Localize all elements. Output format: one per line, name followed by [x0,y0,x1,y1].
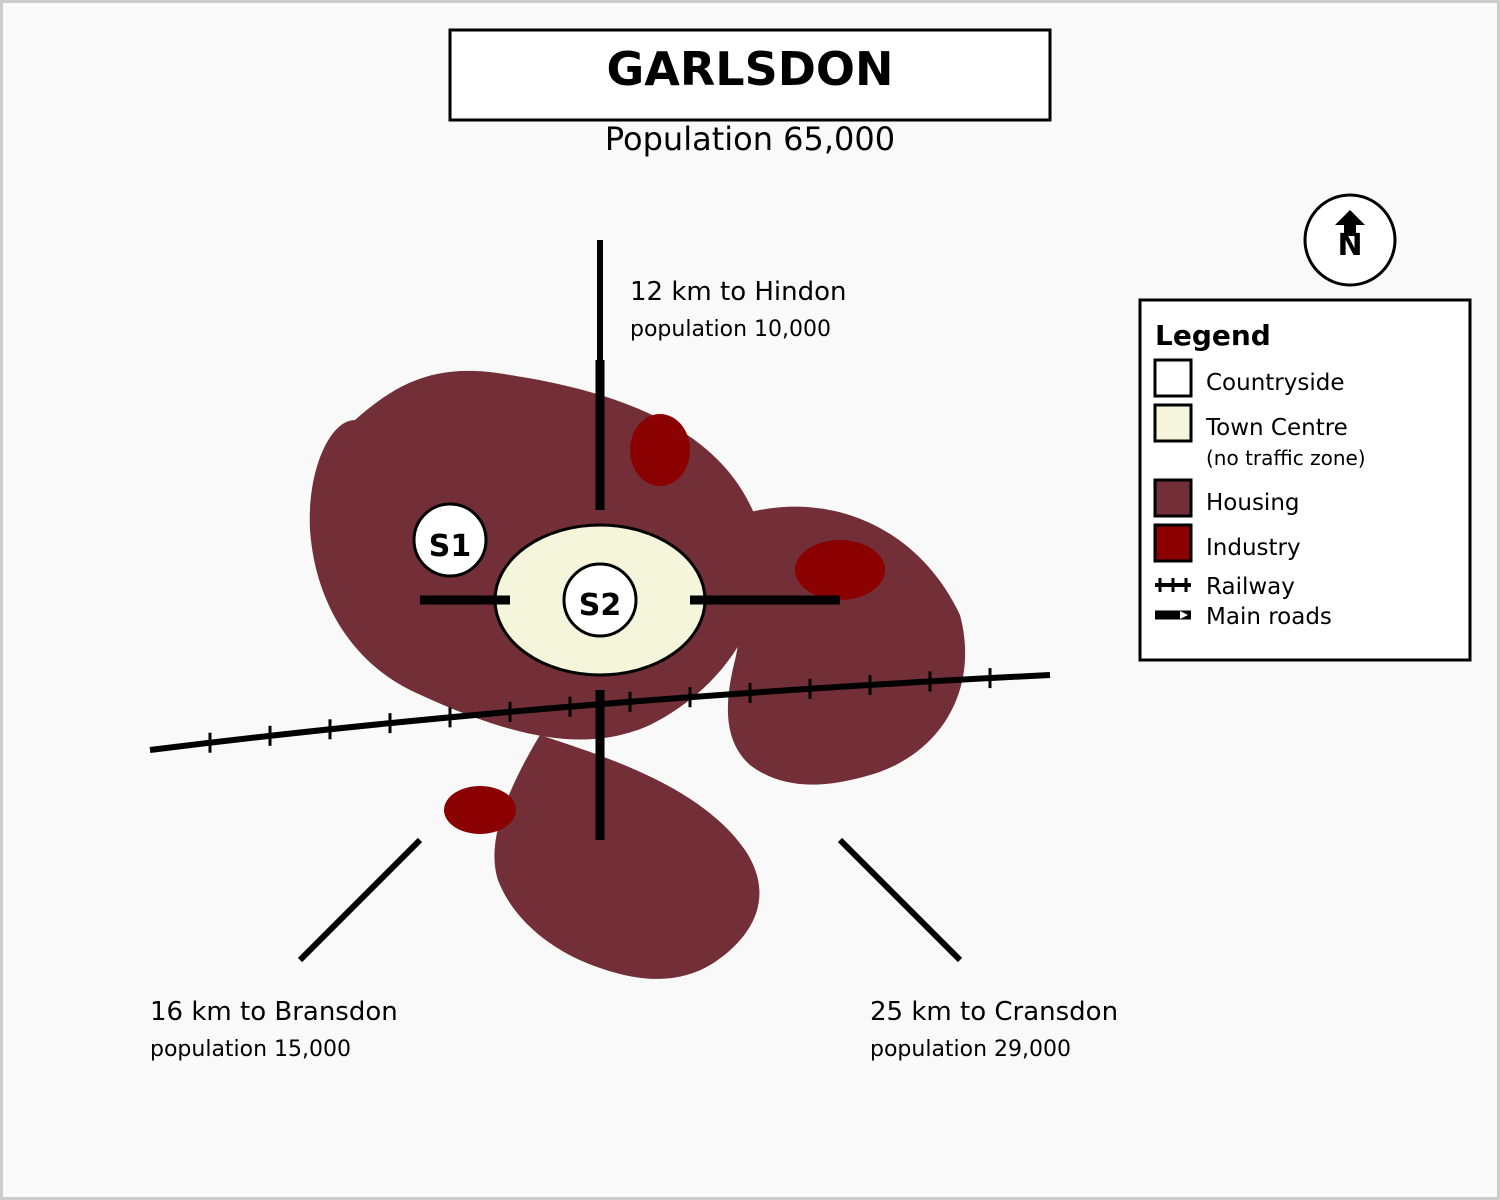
legend-box [1138,298,1472,662]
map-title: GARLSDON [606,42,893,96]
housing-area-south [494,735,760,979]
site-s2-label: S2 [579,588,621,623]
north-arrow-icon [1335,210,1365,236]
legend-label-railway: Railway [1206,574,1295,600]
compass-north-label: N [1337,228,1362,263]
legend-label-industry: Industry [1206,535,1301,561]
railway-line [149,672,1051,753]
site-s1-marker [412,502,488,578]
industry-zone-east [795,540,885,600]
destination-bransdon-population: population 15,000 [150,1037,351,1062]
destination-hindon-population: population 10,000 [630,317,831,342]
destination-cransdon-name: 25 km to Cransdon [870,997,1118,1027]
legend-symbol-main-roads [1155,610,1191,620]
industry-zone-south-west [444,786,516,834]
site-s2-marker [562,562,638,638]
compass-circle [1303,193,1397,287]
legend-swatch-town-centre [1153,403,1193,443]
road-to-bransdon [297,837,423,963]
railway-ties [208,668,992,753]
legend-note-town-centre: (no traffic zone) [1206,446,1366,470]
legend: Legend Countryside Town Centre (no traff… [1138,298,1472,662]
railway [149,668,1051,753]
map-subtitle: Population 65,000 [605,120,895,158]
title-box [448,28,1052,122]
legend-label-housing: Housing [1206,490,1300,516]
legend-label-main-roads: Main roads [1206,604,1332,630]
legend-swatch-housing [1153,478,1193,518]
housing-area-east [727,506,966,785]
site-s1: S1 [412,502,488,578]
destination-cransdon-population: population 29,000 [870,1037,1071,1062]
destination-hindon-name: 12 km to Hindon [630,277,847,307]
legend-symbol-railway [1155,578,1191,592]
north-arrow-compass: N [1303,193,1397,287]
industry-zone-north [630,414,690,486]
destination-bransdon-name: 16 km to Bransdon [150,997,398,1027]
site-s1-label: S1 [429,529,471,564]
main-roads [297,240,963,963]
legend-swatch-countryside [1153,358,1193,398]
legend-title: Legend [1155,319,1271,352]
legend-swatch-industry [1153,523,1193,563]
site-s2: S2 [562,562,638,638]
legend-label-countryside: Countryside [1206,370,1345,396]
legend-label-town-centre: Town Centre [1205,415,1348,441]
industry-zones [444,414,885,834]
road-to-cransdon [837,837,963,963]
